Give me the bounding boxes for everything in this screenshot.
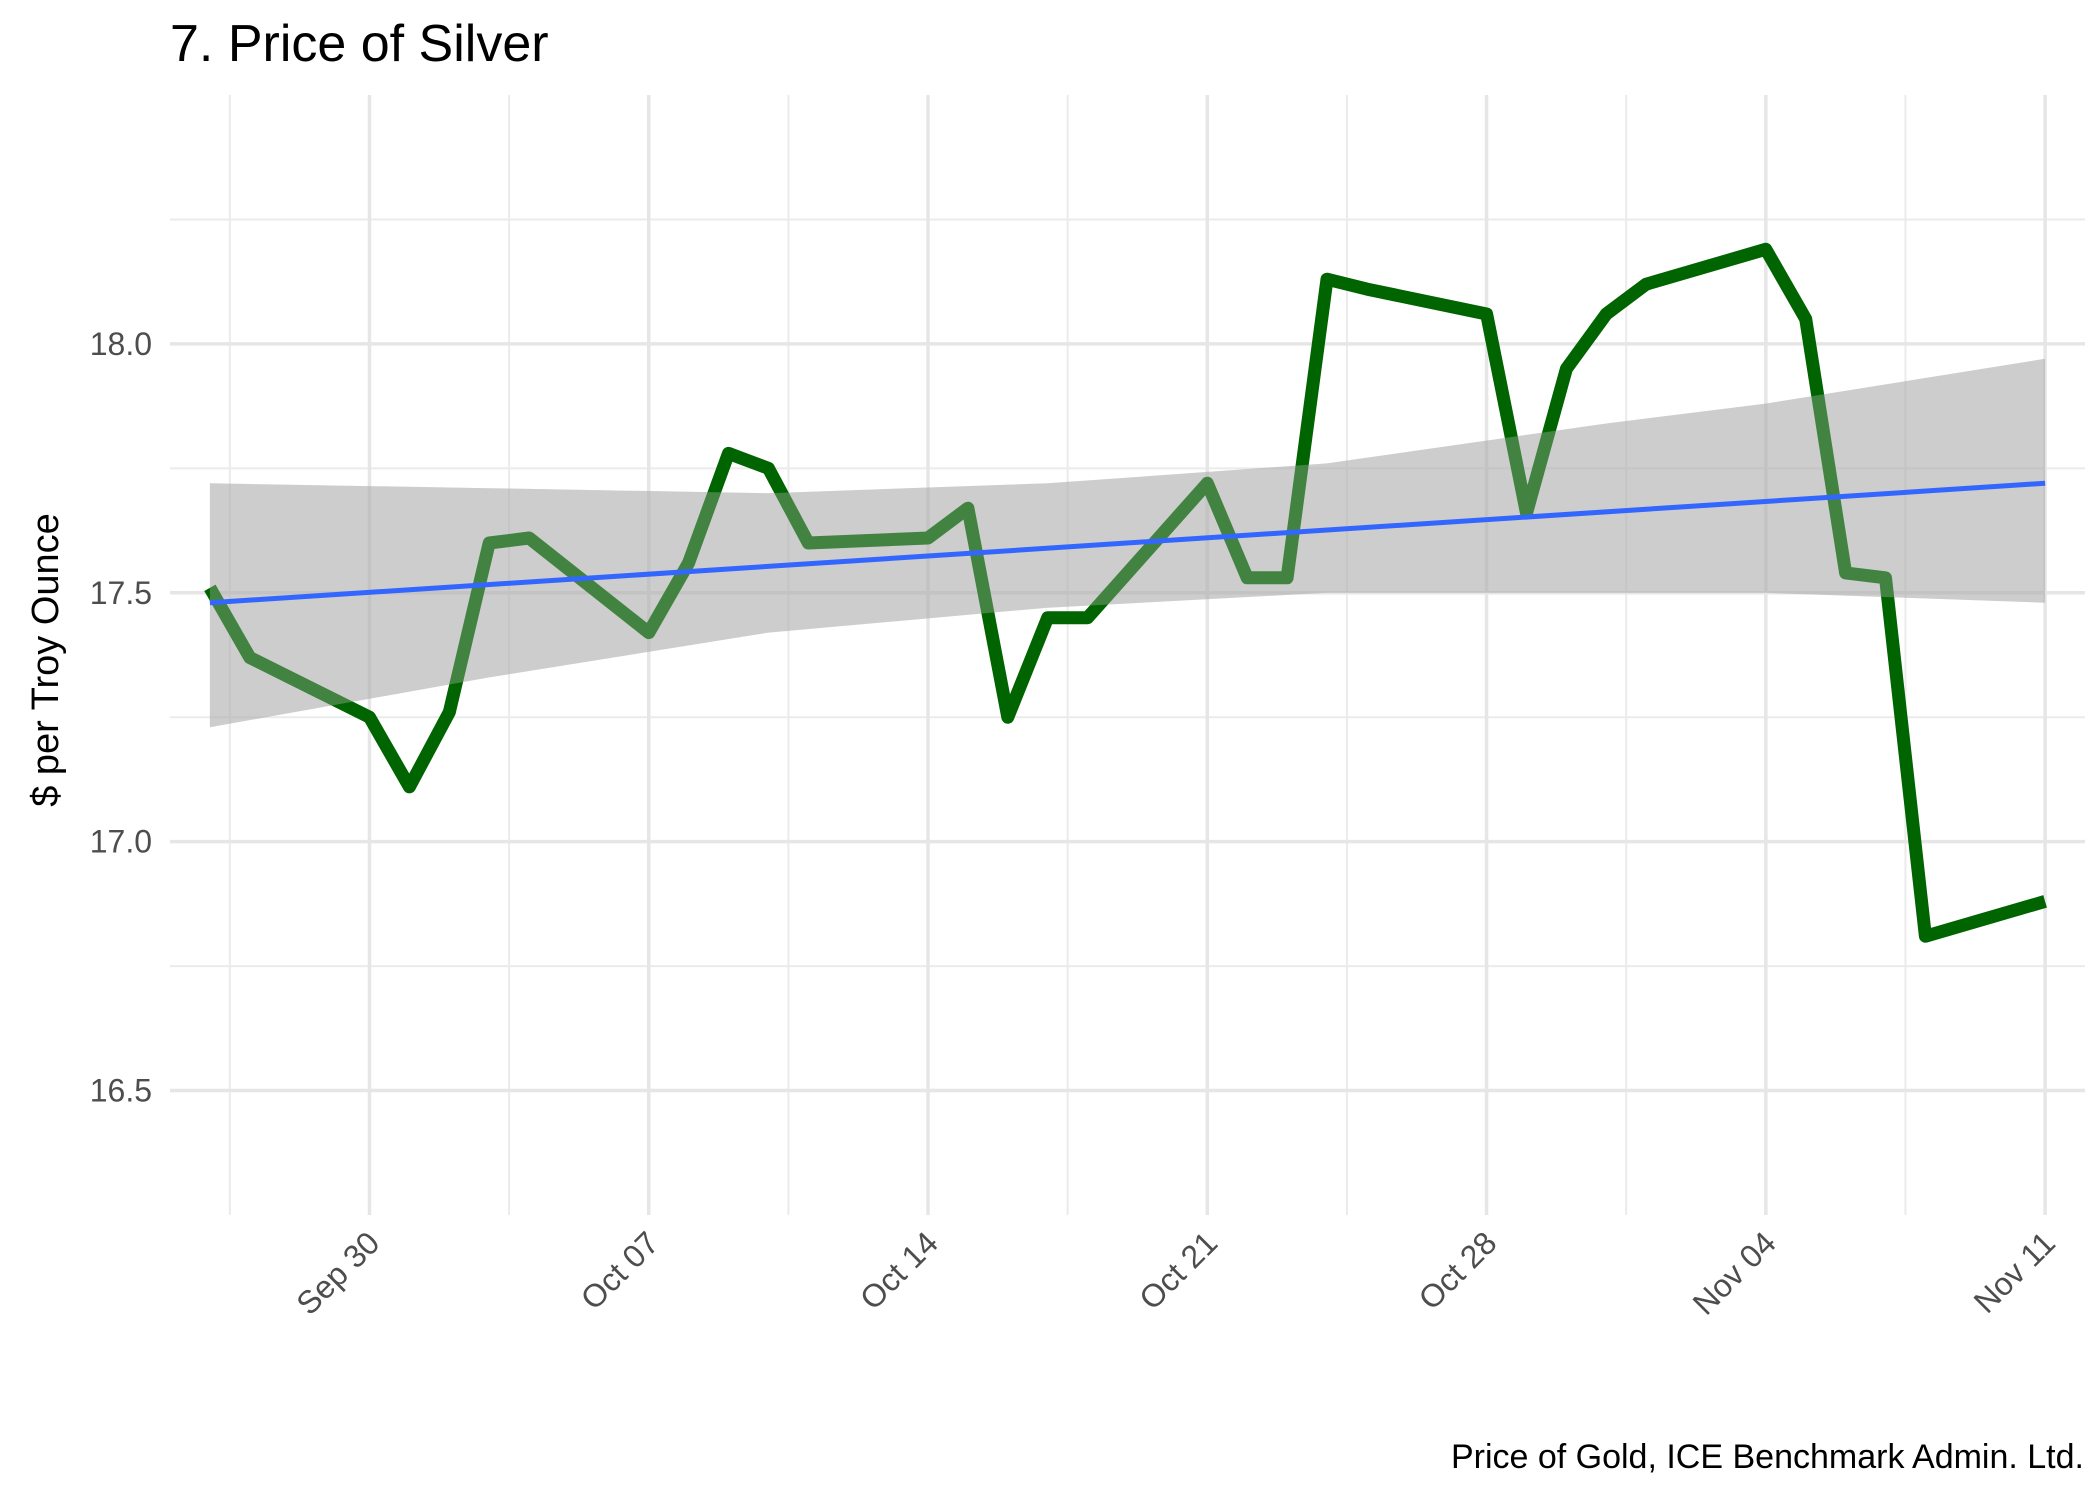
y-tick-label: 17.5 [90,575,152,611]
trend-line [209,480,2046,606]
y-tick-label: 17.0 [90,824,152,860]
y-tick-label: 16.5 [90,1073,152,1109]
price-series [204,242,2047,943]
x-tick-label: Nov 11 [1967,1224,2062,1319]
y-tick-label: 18.0 [90,326,152,362]
x-tick-label: Sep 30 [289,1224,386,1321]
x-tick-label: Oct 21 [1132,1224,1224,1316]
silver-price-line [204,242,2047,943]
x-tick-label: Oct 28 [1411,1224,1503,1316]
x-tick-label: Nov 04 [1686,1224,1783,1321]
chart-caption: Price of Gold, ICE Benchmark Admin. Ltd. [1450,1438,2084,1476]
chart-title: 7. Price of Silver [170,15,549,73]
x-tick-label: Oct 14 [853,1224,945,1316]
y-axis-title: $ per Troy Ounce [25,513,67,807]
x-tick-label: Oct 07 [574,1224,666,1316]
x-axis-ticks: Sep 30 Oct 07 Oct 14 Oct 21 Oct 28 Nov 04 Nov … [289,1224,2062,1321]
y-axis-ticks: 16.5 17.0 17.5 18.0 [90,326,152,1109]
trend-line-group [209,358,2046,728]
